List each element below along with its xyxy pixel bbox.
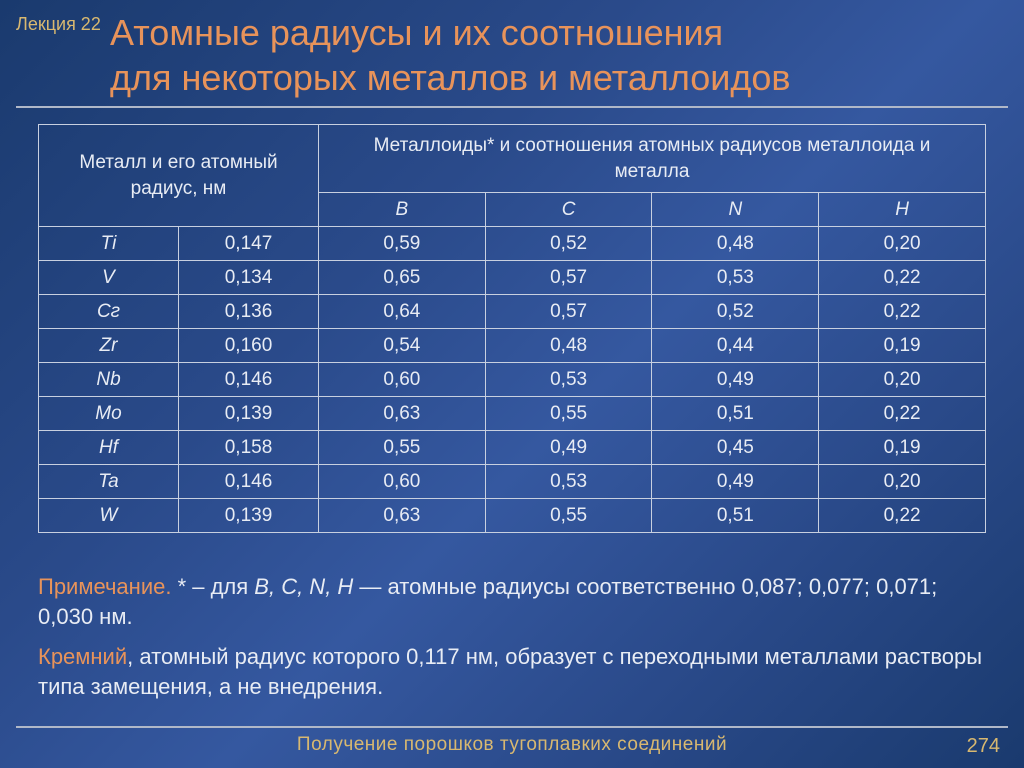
ratio-cell: 0,53 bbox=[652, 261, 819, 295]
title-line2: для некоторых металлов и металлоидов bbox=[110, 57, 791, 98]
ratio-cell: 0,63 bbox=[319, 499, 486, 533]
ratio-cell: 0,20 bbox=[819, 363, 986, 397]
note1-elements: B, C, N, H bbox=[254, 574, 353, 599]
metal-cell: Hf bbox=[39, 431, 179, 465]
footer: Получение порошков тугоплавких соединени… bbox=[0, 726, 1024, 756]
note2-body: , атомный радиус которого 0,117 нм, обра… bbox=[38, 644, 982, 699]
ratio-cell: 0,45 bbox=[652, 431, 819, 465]
ratio-cell: 0,48 bbox=[485, 329, 652, 363]
ratio-cell: 0,44 bbox=[652, 329, 819, 363]
ratio-cell: 0,60 bbox=[319, 465, 486, 499]
table-row: W0,1390,630,550,510,22 bbox=[39, 499, 986, 533]
ratio-cell: 0,59 bbox=[319, 227, 486, 261]
metal-cell: Zr bbox=[39, 329, 179, 363]
ratio-cell: 0,19 bbox=[819, 431, 986, 465]
ratio-cell: 0,55 bbox=[485, 397, 652, 431]
radius-cell: 0,160 bbox=[179, 329, 319, 363]
ratio-cell: 0,51 bbox=[652, 397, 819, 431]
page-number: 274 bbox=[967, 735, 1000, 758]
radius-cell: 0,158 bbox=[179, 431, 319, 465]
table-row: V0,1340,650,570,530,22 bbox=[39, 261, 986, 295]
table-row: Nb0,1460,600,530,490,20 bbox=[39, 363, 986, 397]
header-metalloids: Металлоиды* и соотношения атомных радиус… bbox=[319, 125, 986, 193]
subheader-n: N bbox=[652, 193, 819, 227]
ratio-cell: 0,63 bbox=[319, 397, 486, 431]
metal-cell: V bbox=[39, 261, 179, 295]
ratio-cell: 0,57 bbox=[485, 261, 652, 295]
note2-label: Кремний bbox=[38, 644, 127, 669]
note1-label: Примечание. bbox=[38, 574, 171, 599]
ratio-cell: 0,57 bbox=[485, 295, 652, 329]
note1-prefix: * – для bbox=[171, 574, 254, 599]
ratio-cell: 0,53 bbox=[485, 465, 652, 499]
subheader-c: C bbox=[485, 193, 652, 227]
ratio-cell: 0,49 bbox=[652, 363, 819, 397]
header-metal: Металл и его атомный радиус, нм bbox=[39, 125, 319, 227]
ratio-cell: 0,55 bbox=[485, 499, 652, 533]
data-table-container: Металл и его атомный радиус, нм Металлои… bbox=[38, 124, 986, 533]
note-1: Примечание. * – для B, C, N, H — атомные… bbox=[38, 572, 986, 631]
subheader-h: H bbox=[819, 193, 986, 227]
ratio-cell: 0,51 bbox=[652, 499, 819, 533]
footer-text: Получение порошков тугоплавких соединени… bbox=[0, 734, 1024, 756]
ratio-cell: 0,53 bbox=[485, 363, 652, 397]
footer-line bbox=[16, 726, 1008, 728]
slide-title: Атомные радиусы и их соотношения для нек… bbox=[110, 10, 994, 100]
metal-cell: Cг bbox=[39, 295, 179, 329]
ratio-cell: 0,22 bbox=[819, 499, 986, 533]
atomic-radii-table: Металл и его атомный радиус, нм Металлои… bbox=[38, 124, 986, 533]
title-line1: Атомные радиусы и их соотношения bbox=[110, 12, 723, 53]
ratio-cell: 0,49 bbox=[485, 431, 652, 465]
table-row: Ti0,1470,590,520,480,20 bbox=[39, 227, 986, 261]
table-row: Zr0,1600,540,480,440,19 bbox=[39, 329, 986, 363]
ratio-cell: 0,49 bbox=[652, 465, 819, 499]
metal-cell: W bbox=[39, 499, 179, 533]
radius-cell: 0,134 bbox=[179, 261, 319, 295]
ratio-cell: 0,52 bbox=[652, 295, 819, 329]
title-underline bbox=[16, 106, 1008, 108]
ratio-cell: 0,22 bbox=[819, 295, 986, 329]
metal-cell: Nb bbox=[39, 363, 179, 397]
ratio-cell: 0,52 bbox=[485, 227, 652, 261]
metal-cell: Mo bbox=[39, 397, 179, 431]
radius-cell: 0,147 bbox=[179, 227, 319, 261]
radius-cell: 0,146 bbox=[179, 363, 319, 397]
table-row: Hf0,1580,550,490,450,19 bbox=[39, 431, 986, 465]
table-row: Ta0,1460,600,530,490,20 bbox=[39, 465, 986, 499]
radius-cell: 0,139 bbox=[179, 397, 319, 431]
ratio-cell: 0,22 bbox=[819, 261, 986, 295]
metal-cell: Ti bbox=[39, 227, 179, 261]
ratio-cell: 0,60 bbox=[319, 363, 486, 397]
ratio-cell: 0,20 bbox=[819, 227, 986, 261]
table-row: Mo0,1390,630,550,510,22 bbox=[39, 397, 986, 431]
subheader-b: B bbox=[319, 193, 486, 227]
ratio-cell: 0,65 bbox=[319, 261, 486, 295]
table-row: Cг0,1360,640,570,520,22 bbox=[39, 295, 986, 329]
ratio-cell: 0,48 bbox=[652, 227, 819, 261]
ratio-cell: 0,54 bbox=[319, 329, 486, 363]
radius-cell: 0,146 bbox=[179, 465, 319, 499]
metal-cell: Ta bbox=[39, 465, 179, 499]
ratio-cell: 0,22 bbox=[819, 397, 986, 431]
radius-cell: 0,136 bbox=[179, 295, 319, 329]
ratio-cell: 0,20 bbox=[819, 465, 986, 499]
ratio-cell: 0,64 bbox=[319, 295, 486, 329]
note-2: Кремний, атомный радиус которого 0,117 н… bbox=[38, 642, 986, 701]
ratio-cell: 0,19 bbox=[819, 329, 986, 363]
radius-cell: 0,139 bbox=[179, 499, 319, 533]
ratio-cell: 0,55 bbox=[319, 431, 486, 465]
lecture-label: Лекция 22 bbox=[16, 14, 101, 35]
